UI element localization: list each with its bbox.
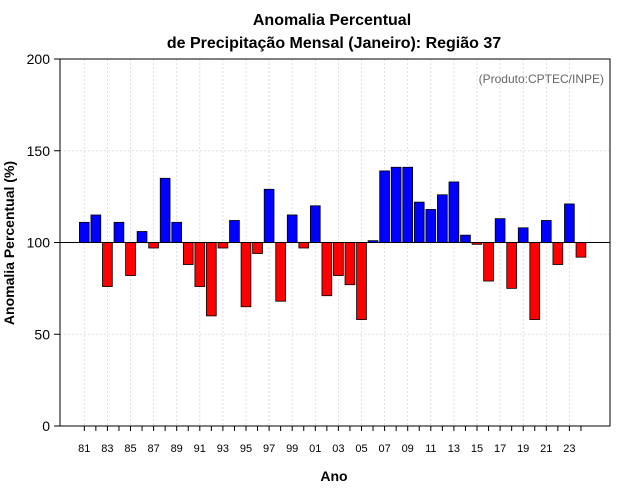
x-tick-label: 09: [402, 443, 414, 455]
x-tick-label: 19: [517, 443, 529, 455]
x-tick-label: 97: [263, 443, 275, 455]
chart-title-line2: de Precipitação Mensal (Janeiro): Região…: [167, 35, 501, 52]
bar-84: [113, 221, 125, 243]
bar-10: [413, 201, 425, 243]
bar-96: [252, 242, 263, 254]
bar-93: [217, 242, 229, 249]
bars: [79, 166, 587, 320]
y-tick-label: 150: [27, 143, 51, 159]
bar-95: [240, 242, 252, 308]
bar-07: [379, 170, 390, 243]
x-tick-label: 85: [124, 443, 136, 455]
y-tick-label: 100: [27, 235, 51, 251]
bar-90: [182, 242, 194, 265]
grid-lines: [60, 59, 610, 426]
x-tick-label: 91: [194, 443, 206, 455]
bar-98: [275, 242, 286, 302]
x-tick-label: 21: [540, 443, 552, 455]
credit-label: (Produto:CPTEC/INPE): [479, 72, 604, 86]
x-tick-label: 93: [217, 443, 229, 455]
bar-00: [298, 242, 310, 249]
bar-99: [286, 214, 298, 243]
x-tick-label: 01: [309, 443, 321, 455]
bar-17: [494, 218, 506, 243]
bar-08: [390, 166, 402, 243]
bar-04: [344, 242, 356, 286]
bar-83: [102, 242, 113, 287]
x-tick-label: 11: [425, 443, 436, 455]
bar-03: [333, 242, 344, 276]
x-tick-label: 17: [494, 443, 506, 455]
bar-20: [529, 242, 541, 320]
x-axis-label: Ano: [320, 468, 347, 484]
bar-24: [575, 242, 587, 258]
bar-02: [321, 242, 333, 297]
x-tick-label: 15: [471, 443, 483, 455]
y-axis: 0 50 100 150 200: [27, 51, 60, 434]
y-axis-label: Anomalia Percentual (%): [1, 161, 17, 325]
bar-23: [564, 203, 575, 243]
bar-05: [356, 242, 367, 320]
bar-22: [552, 242, 564, 265]
bar-14: [460, 234, 471, 243]
bar-21: [541, 220, 552, 243]
bar-11: [425, 209, 437, 243]
bar-89: [171, 221, 183, 243]
bar-94: [229, 220, 240, 243]
bar-01: [309, 205, 321, 243]
bar-92: [206, 242, 217, 317]
bar-13: [448, 181, 460, 243]
bar-85: [125, 242, 136, 276]
bar-82: [90, 214, 102, 243]
bar-12: [437, 194, 448, 243]
bar-91: [194, 242, 206, 287]
bar-19: [517, 227, 529, 243]
x-tick-label: 07: [378, 443, 390, 455]
x-tick-label: 89: [171, 443, 183, 455]
bar-86: [136, 231, 148, 243]
bar-09: [402, 166, 413, 243]
y-tick-label: 200: [27, 51, 51, 67]
x-tick-label: 99: [286, 443, 298, 455]
bar-18: [506, 242, 517, 289]
bar-97: [263, 188, 275, 243]
bar-81: [79, 221, 90, 243]
x-tick-label: 83: [101, 443, 113, 455]
bar-88: [159, 177, 171, 243]
bar-87: [148, 242, 159, 249]
x-tick-label: 05: [355, 443, 367, 455]
x-tick-label: 03: [332, 443, 344, 455]
x-tick-label: 13: [448, 443, 460, 455]
x-axis: 81 83 85 87 89 91 93 95 97 99 01 03 05 07 09 11 13 15 17 19…: [78, 426, 582, 455]
y-tick-label: 0: [42, 418, 50, 434]
x-tick-label: 81: [78, 443, 90, 455]
bar-16: [483, 242, 494, 282]
y-tick-label: 50: [34, 326, 50, 342]
x-tick-label: 23: [563, 443, 575, 455]
chart-title-line1: Anomalia Percentual: [253, 12, 411, 29]
x-tick-label: 87: [147, 443, 159, 455]
x-tick-label: 95: [240, 443, 252, 455]
